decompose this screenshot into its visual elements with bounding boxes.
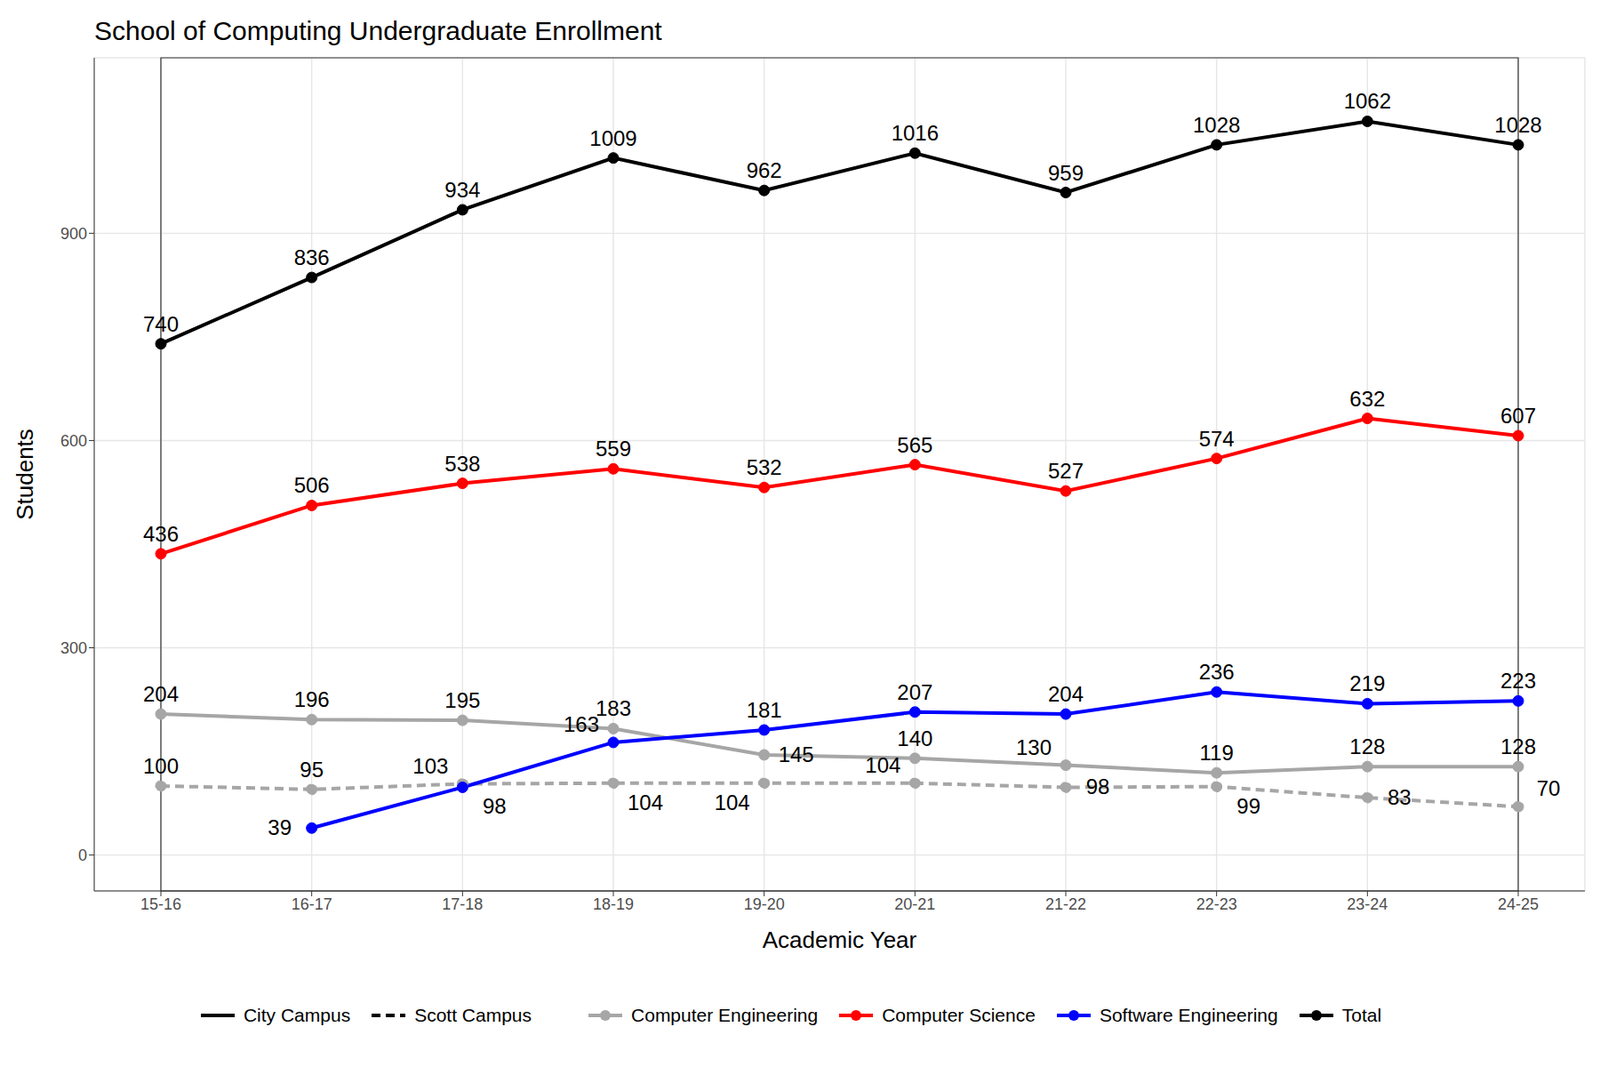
svg-text:128: 128 [1349, 734, 1385, 759]
svg-text:1016: 1016 [891, 120, 939, 145]
svg-text:207: 207 [896, 680, 933, 704]
svg-text:18-19: 18-19 [592, 895, 634, 913]
svg-text:103: 103 [412, 753, 448, 778]
svg-text:574: 574 [1199, 426, 1235, 451]
svg-text:17-18: 17-18 [441, 895, 483, 913]
svg-text:900: 900 [60, 224, 88, 243]
svg-text:70: 70 [1536, 776, 1561, 800]
html-text:School of Computing Undergradu: School of Computing Undergraduate Enroll… [94, 16, 662, 46]
svg-text:140: 140 [896, 726, 933, 751]
svg-text:130: 130 [1016, 735, 1052, 760]
svg-text:Students: Students [11, 428, 39, 520]
svg-text:607: 607 [1500, 403, 1536, 428]
svg-text:204: 204 [1048, 681, 1084, 706]
svg-text:565: 565 [896, 432, 933, 457]
svg-text:600: 600 [60, 432, 88, 450]
svg-text:98: 98 [1086, 774, 1111, 799]
svg-text:119: 119 [1200, 740, 1234, 765]
html-text:Computer Science: Computer Science [881, 1004, 1036, 1025]
svg-text:24-25: 24-25 [1497, 895, 1539, 913]
svg-text:934: 934 [444, 177, 480, 202]
svg-text:204: 204 [143, 681, 179, 706]
svg-text:0: 0 [78, 846, 88, 864]
svg-text:959: 959 [1048, 160, 1084, 185]
svg-text:223: 223 [1500, 668, 1536, 693]
svg-text:219: 219 [1349, 671, 1385, 696]
svg-text:19-20: 19-20 [744, 895, 785, 913]
svg-text:181: 181 [746, 697, 783, 722]
svg-text:506: 506 [294, 472, 330, 497]
svg-text:104: 104 [864, 752, 901, 777]
svg-text:527: 527 [1048, 458, 1084, 483]
svg-text:1028: 1028 [1192, 112, 1240, 137]
svg-text:104: 104 [714, 790, 751, 815]
svg-text:195: 195 [444, 688, 480, 712]
svg-text:21-22: 21-22 [1045, 895, 1087, 913]
svg-text:15-16: 15-16 [140, 895, 182, 913]
svg-text:836: 836 [294, 245, 330, 270]
svg-text:1009: 1009 [589, 126, 637, 151]
svg-text:95: 95 [299, 757, 324, 782]
html-text:Computer Engineering: Computer Engineering [631, 1004, 818, 1025]
html-text:Software Engineering: Software Engineering [1099, 1004, 1278, 1025]
svg-text:104: 104 [627, 790, 664, 815]
svg-text:196: 196 [294, 687, 330, 712]
svg-text:740: 740 [143, 312, 179, 336]
svg-text:436: 436 [143, 521, 179, 546]
svg-text:16-17: 16-17 [291, 895, 333, 913]
html-text:Scott Campus: Scott Campus [414, 1004, 532, 1025]
svg-text:300: 300 [60, 639, 88, 657]
svg-text:1062: 1062 [1344, 88, 1392, 113]
html-text:City Campus: City Campus [243, 1004, 351, 1025]
svg-text:23-24: 23-24 [1346, 895, 1388, 913]
svg-text:128: 128 [1500, 734, 1536, 759]
svg-text:559: 559 [595, 436, 632, 461]
svg-text:99: 99 [1236, 793, 1261, 818]
svg-text:Academic Year: Academic Year [762, 926, 918, 953]
svg-text:100: 100 [143, 753, 179, 778]
svg-text:1028: 1028 [1494, 112, 1542, 137]
svg-text:20-21: 20-21 [894, 895, 936, 913]
html-text:Total: Total [1341, 1004, 1382, 1025]
svg-text:236: 236 [1199, 659, 1235, 684]
svg-text:22-23: 22-23 [1196, 895, 1238, 913]
svg-text:145: 145 [778, 742, 815, 767]
svg-text:83: 83 [1387, 784, 1412, 809]
svg-text:632: 632 [1349, 386, 1385, 411]
svg-text:183: 183 [595, 696, 632, 720]
svg-text:538: 538 [444, 451, 480, 476]
svg-text:163: 163 [563, 712, 600, 736]
svg-text:962: 962 [746, 158, 783, 183]
svg-text:39: 39 [267, 815, 292, 840]
svg-text:532: 532 [746, 455, 783, 480]
svg-text:98: 98 [482, 793, 507, 818]
